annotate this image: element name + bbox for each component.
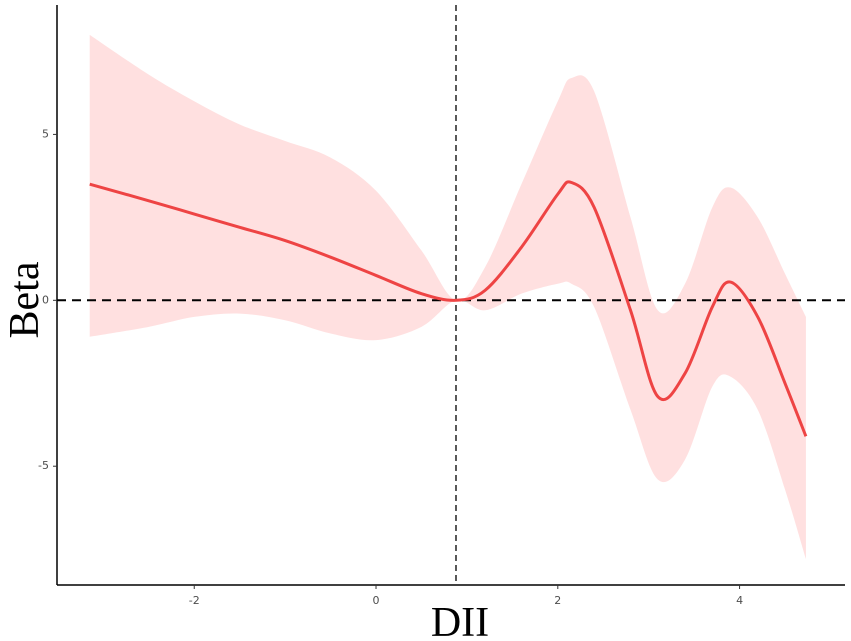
y-tick-label: -5	[38, 459, 49, 472]
line	[89, 180, 808, 437]
y-tick-label: 0	[42, 293, 49, 306]
y-axis-title: Beta	[2, 261, 48, 338]
x-tick-label: 0	[373, 594, 380, 607]
confidence-band	[89, 34, 806, 560]
x-tick-label: 2	[554, 594, 561, 607]
x-tick-label: -2	[189, 594, 200, 607]
y-tick-label: 5	[42, 127, 49, 140]
x-tick-label: 4	[736, 594, 743, 607]
x-axis-title: DII	[431, 600, 489, 641]
